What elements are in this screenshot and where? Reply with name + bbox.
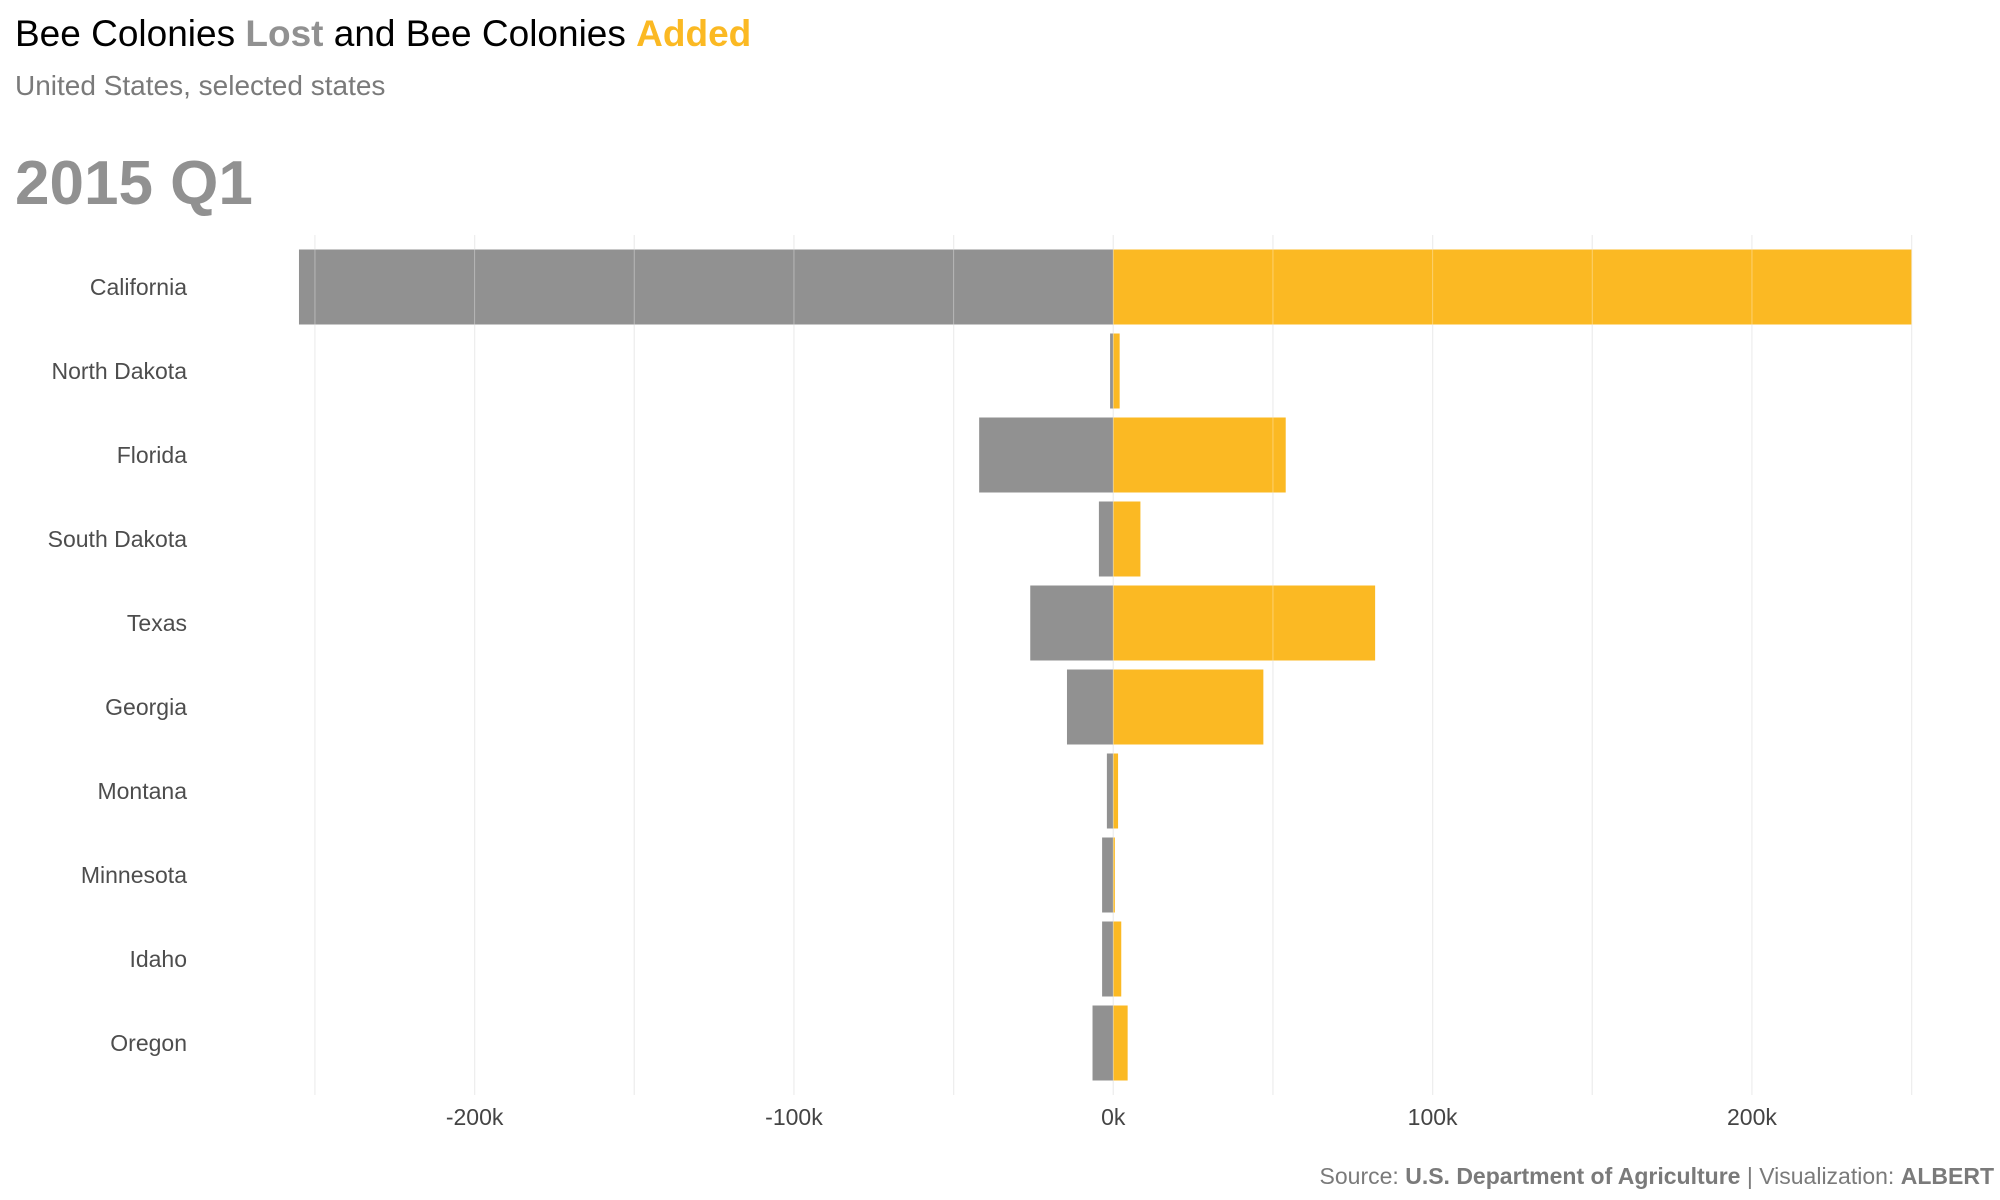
bar-lost-minnesota (1102, 837, 1114, 913)
x-axis-ticks: -200k -100k 0k 100k 200k (446, 1104, 1778, 1130)
category-label-california: California (90, 274, 187, 300)
bar-added-idaho (1113, 921, 1122, 997)
category-label-south-dakota: South Dakota (48, 526, 188, 552)
x-tick-label: -200k (446, 1104, 504, 1130)
bar-lost-oregon (1092, 1005, 1114, 1081)
period-label: 2015 Q1 (15, 149, 253, 218)
bar-lost-montana (1106, 753, 1114, 829)
caption-viz-label: Visualization: (1759, 1163, 1895, 1189)
title-added-word: Added (636, 13, 752, 54)
category-label-texas: Texas (127, 610, 187, 636)
bar-lost-north-dakota (1110, 333, 1114, 409)
bar-added-california (1113, 249, 1912, 325)
bar-added-florida (1113, 417, 1286, 493)
x-tick-label: 0k (1101, 1104, 1126, 1130)
bar-added-minnesota (1113, 837, 1115, 913)
title-part-1: Bee Colonies (15, 13, 246, 54)
bar-added-north-dakota (1113, 333, 1120, 409)
x-tick-label: 200k (1727, 1104, 1777, 1130)
title-part-2: and Bee Colonies (323, 13, 637, 54)
bar-added-texas (1113, 585, 1376, 661)
title-lost-word: Lost (245, 13, 324, 54)
bar-added-georgia (1113, 669, 1264, 745)
chart-subtitle: United States, selected states (15, 70, 386, 101)
caption-viz: ALBERT (1900, 1163, 1994, 1189)
bar-added-montana (1113, 753, 1119, 829)
bars (298, 235, 1913, 1095)
bar-lost-georgia (1066, 669, 1114, 745)
source-caption: Source: U.S. Department of Agriculture |… (1320, 1163, 1994, 1190)
category-label-minnesota: Minnesota (81, 862, 187, 888)
chart-header: Bee Colonies Lost and Bee Colonies Added… (15, 10, 751, 102)
chart-title: Bee Colonies Lost and Bee Colonies Added (15, 10, 751, 58)
caption-source-label: Source: (1319, 1163, 1399, 1189)
bar-lost-california (298, 249, 1114, 325)
category-label-oregon: Oregon (110, 1030, 187, 1056)
category-label-florida: Florida (117, 442, 188, 468)
x-tick-label: -100k (765, 1104, 823, 1130)
category-labels: California North Dakota Florida South Dakot… (48, 274, 188, 1056)
category-label-montana: Montana (97, 778, 187, 804)
bar-lost-idaho (1102, 921, 1114, 997)
category-label-idaho: Idaho (129, 946, 187, 972)
bar-lost-texas (1030, 585, 1114, 661)
category-label-georgia: Georgia (105, 694, 187, 720)
caption-separator: | (1746, 1163, 1753, 1189)
bar-lost-florida (979, 417, 1114, 493)
bar-added-south-dakota (1113, 501, 1141, 577)
caption-source: U.S. Department of Agriculture (1405, 1163, 1741, 1189)
bar-added-oregon (1113, 1005, 1128, 1081)
bar-lost-south-dakota (1098, 501, 1114, 577)
x-tick-label: 100k (1408, 1104, 1458, 1130)
category-label-north-dakota: North Dakota (51, 358, 187, 384)
